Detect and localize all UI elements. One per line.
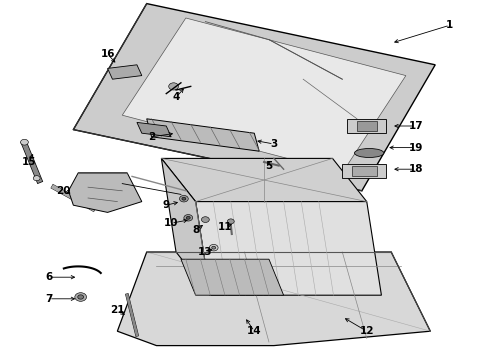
FancyBboxPatch shape <box>342 164 386 178</box>
Polygon shape <box>161 158 366 202</box>
Circle shape <box>75 293 86 301</box>
Text: 18: 18 <box>407 164 422 174</box>
Circle shape <box>209 244 218 251</box>
Polygon shape <box>146 119 259 151</box>
Text: 1: 1 <box>446 20 452 30</box>
Circle shape <box>201 217 209 222</box>
Text: 14: 14 <box>246 326 261 336</box>
Text: 15: 15 <box>22 157 37 167</box>
Text: 2: 2 <box>148 132 155 142</box>
FancyBboxPatch shape <box>356 121 376 131</box>
Text: 21: 21 <box>110 305 124 315</box>
Polygon shape <box>122 18 405 173</box>
Polygon shape <box>107 65 142 79</box>
Text: 6: 6 <box>45 272 52 282</box>
Text: 4: 4 <box>172 92 180 102</box>
Circle shape <box>227 219 234 224</box>
Polygon shape <box>117 252 429 346</box>
Circle shape <box>211 246 215 249</box>
Circle shape <box>78 295 83 299</box>
Polygon shape <box>161 158 210 295</box>
Circle shape <box>179 195 188 202</box>
Circle shape <box>168 83 178 90</box>
Text: 9: 9 <box>163 200 169 210</box>
Text: 19: 19 <box>407 143 422 153</box>
Polygon shape <box>68 173 142 212</box>
Text: 8: 8 <box>192 225 199 235</box>
Text: 13: 13 <box>198 247 212 257</box>
Text: 12: 12 <box>359 326 373 336</box>
Circle shape <box>33 176 40 181</box>
Text: 5: 5 <box>265 161 272 171</box>
Text: 10: 10 <box>163 218 178 228</box>
Polygon shape <box>137 122 171 137</box>
Circle shape <box>183 215 192 221</box>
Polygon shape <box>181 259 283 295</box>
Circle shape <box>20 139 28 145</box>
Ellipse shape <box>354 149 383 158</box>
Polygon shape <box>73 4 434 191</box>
Text: 3: 3 <box>270 139 277 149</box>
Text: 7: 7 <box>45 294 53 304</box>
Text: 11: 11 <box>217 222 232 232</box>
Circle shape <box>186 216 190 219</box>
Polygon shape <box>195 202 381 295</box>
Circle shape <box>182 197 185 200</box>
FancyBboxPatch shape <box>346 119 386 133</box>
Text: 17: 17 <box>407 121 422 131</box>
Text: 20: 20 <box>56 186 71 196</box>
Text: 16: 16 <box>100 49 115 59</box>
FancyBboxPatch shape <box>351 166 376 176</box>
